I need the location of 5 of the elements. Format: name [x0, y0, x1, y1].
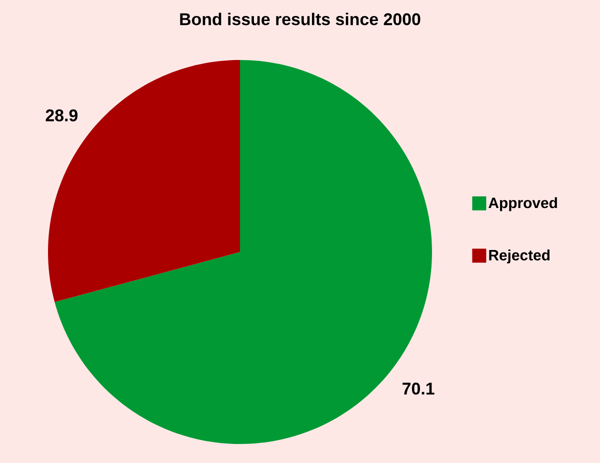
legend-label: Rejected: [489, 250, 550, 264]
data-label: 70.1: [402, 382, 434, 395]
data-label: 28.9: [46, 109, 78, 122]
legend-label: Approved: [488, 197, 557, 212]
chart-title: Bond issue results since 2000: [180, 12, 420, 26]
